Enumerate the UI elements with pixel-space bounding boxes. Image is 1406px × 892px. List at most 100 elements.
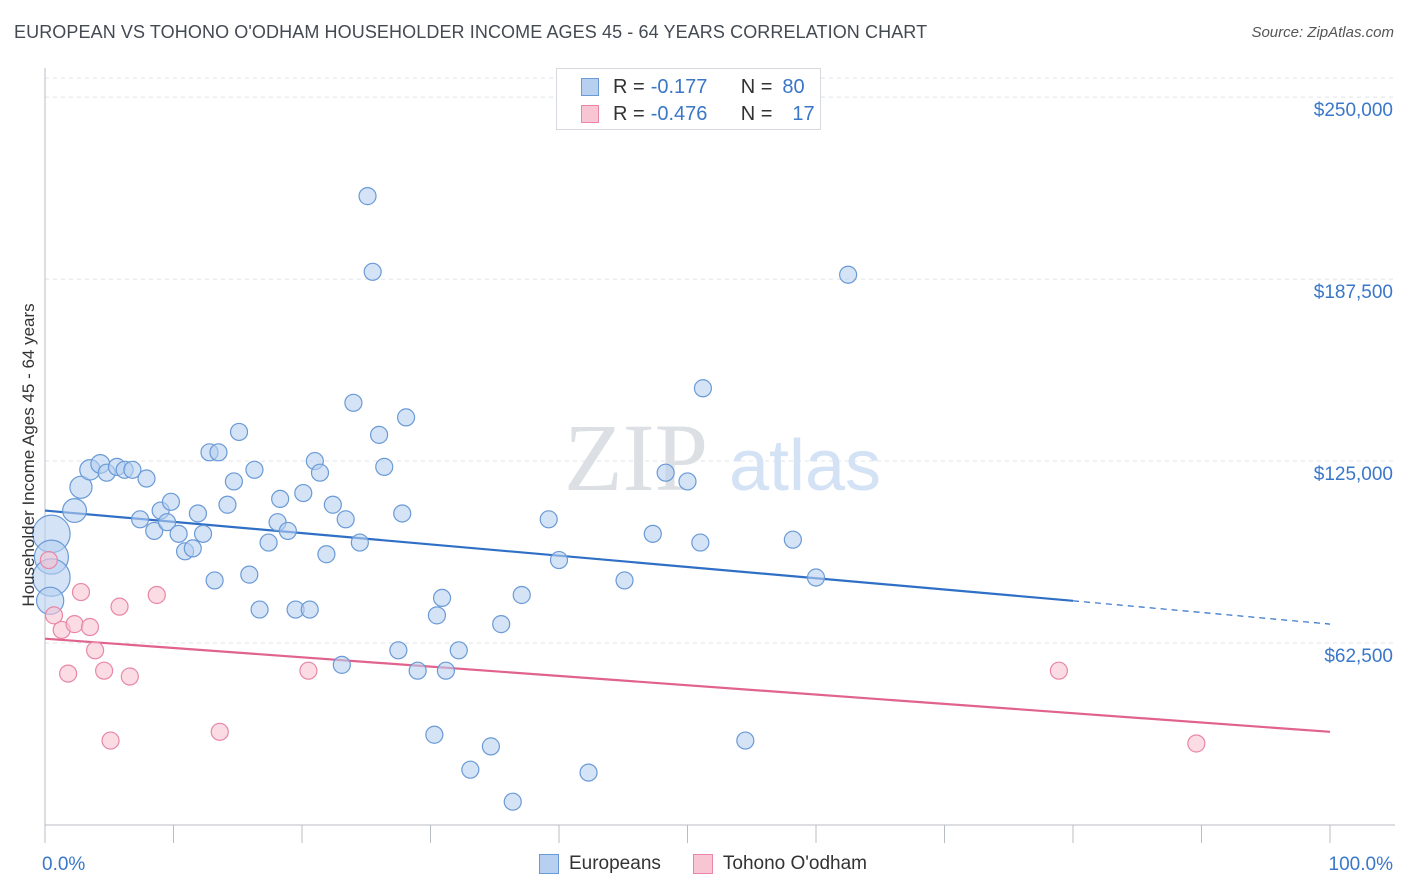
tohono-point: [59, 664, 78, 683]
y-tick-label: $62,500: [1324, 646, 1393, 667]
europeans-point: [344, 393, 363, 412]
legend-item-europeans[interactable]: Europeans: [538, 853, 661, 875]
europeans-point: [358, 187, 377, 206]
europeans-point: [229, 422, 249, 442]
pink-swatch: [692, 854, 713, 874]
tohono-point: [1049, 661, 1068, 680]
europeans-point: [294, 483, 313, 503]
y-tick-label: $250,000: [1314, 100, 1393, 121]
europeans-point: [375, 457, 394, 476]
europeans-point: [300, 600, 319, 619]
n-label: N =: [740, 102, 773, 125]
europeans-point: [539, 510, 558, 529]
europeans-point: [245, 460, 264, 479]
tohono-point: [86, 641, 105, 660]
europeans-point: [169, 524, 188, 543]
series-legend: Europeans Tohono O'odham: [0, 852, 1406, 876]
europeans-point: [188, 504, 208, 523]
europeans-point: [549, 550, 569, 570]
europeans-point: [425, 725, 444, 744]
europeans-point: [336, 510, 355, 529]
europeans-point: [736, 731, 755, 750]
r-label: R =: [613, 102, 645, 125]
europeans-point: [137, 469, 156, 488]
blue-swatch: [581, 78, 599, 96]
europeans-point: [271, 489, 290, 509]
europeans-point: [218, 495, 237, 514]
europeans-point: [332, 655, 351, 674]
data-points: [32, 187, 1206, 811]
europeans-point: [691, 533, 710, 552]
europeans-point: [693, 379, 713, 398]
europeans-point: [678, 472, 697, 491]
n-value: 17: [792, 102, 815, 125]
blue-swatch: [538, 854, 559, 874]
europeans-point: [209, 443, 228, 462]
tohono-point: [110, 597, 129, 616]
europeans-point: [436, 661, 456, 680]
europeans-point: [323, 495, 342, 514]
europeans-point: [157, 513, 177, 532]
tohono-point: [80, 617, 100, 637]
tick-labels: $62,500 $125,000 $187,500 $250,000 0.0% 100.0…: [42, 100, 1393, 875]
europeans-point: [615, 571, 634, 590]
europeans-point: [193, 524, 213, 543]
pink-swatch: [581, 105, 599, 123]
tohono-point: [101, 731, 120, 750]
watermark-zip: ZIP: [564, 404, 708, 511]
europeans-point: [145, 521, 164, 541]
europeans-point: [350, 533, 369, 552]
europeans-point: [183, 539, 202, 558]
europeans-point: [579, 763, 598, 782]
source-label: Source: ZipAtlas.com: [1251, 24, 1394, 41]
tohono-point: [65, 615, 84, 634]
r-label: R =: [613, 75, 645, 98]
n-value: 80: [782, 75, 805, 98]
europeans-point: [310, 463, 330, 482]
axes: [44, 68, 1395, 843]
europeans-point: [461, 760, 480, 779]
tohono-point: [299, 661, 318, 680]
tohono-point: [147, 585, 166, 605]
europeans-point: [512, 585, 531, 605]
europeans-point: [432, 588, 452, 608]
y-tick-label: $187,500: [1314, 282, 1393, 303]
correlation-legend: R = -0.177 N = 80 R = -0.476 N = 17: [556, 68, 821, 130]
europeans-point: [408, 661, 427, 680]
chart-title: EUROPEAN VS TOHONO O'ODHAM HOUSEHOLDER I…: [14, 22, 928, 42]
europeans-point: [806, 568, 826, 587]
europeans-point: [278, 521, 297, 541]
europeans-point: [69, 475, 93, 499]
europeans-point: [393, 504, 412, 523]
tohono-point: [44, 606, 64, 625]
x-tick-label: 0.0%: [42, 854, 85, 875]
tohono-point: [210, 722, 229, 741]
n-label: N =: [740, 75, 773, 98]
tohono-point: [39, 550, 58, 570]
europeans-point: [62, 498, 88, 524]
europeans-point: [161, 492, 181, 511]
europeans-point: [481, 737, 500, 756]
legend-label: Tohono O'odham: [722, 853, 868, 874]
tohono-point: [120, 667, 139, 686]
europeans-point: [783, 530, 802, 549]
tohono-point: [1187, 734, 1206, 753]
r-value: -0.177: [650, 75, 708, 98]
legend-item-tohono[interactable]: Tohono O'odham: [692, 853, 868, 875]
europeans-point: [250, 600, 269, 619]
legend-label: Europeans: [568, 853, 661, 874]
europeans-point: [427, 606, 447, 625]
europeans-point: [224, 472, 243, 491]
europeans-trend-extension: [1072, 600, 1331, 625]
tohono-trend-line: [44, 637, 1331, 733]
europeans-point: [259, 533, 278, 552]
europeans-point: [396, 408, 416, 427]
watermark-atlas: atlas: [729, 426, 881, 506]
y-tick-label: $125,000: [1314, 464, 1393, 485]
europeans-point: [839, 265, 858, 284]
europeans-point: [363, 262, 382, 281]
r-value: -0.476: [650, 102, 708, 125]
y-axis-label: Householder Income Ages 45 - 64 years: [19, 303, 38, 606]
tohono-point: [95, 661, 114, 680]
